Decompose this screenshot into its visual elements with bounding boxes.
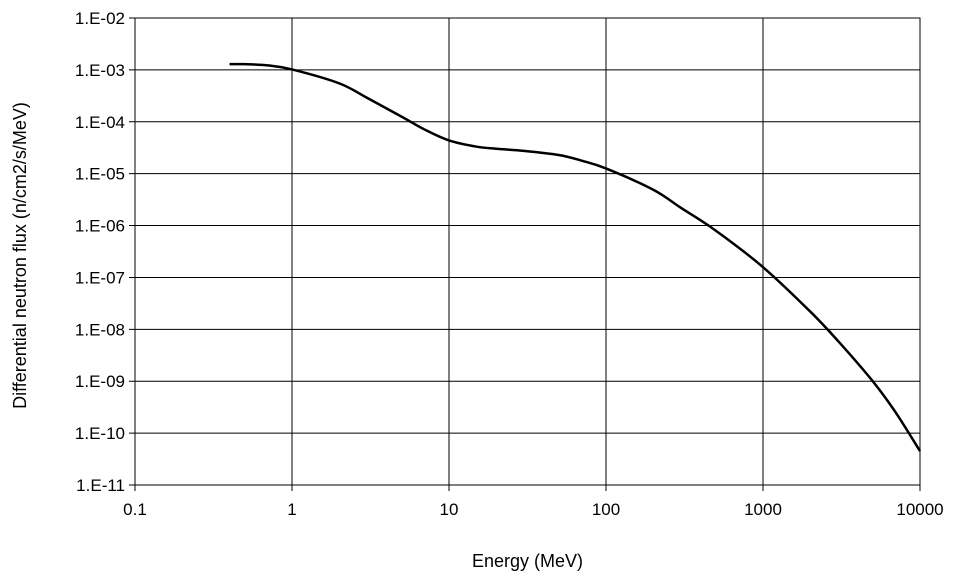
x-axis-tick-labels: 0.1 1 10 100 1000 10000 bbox=[123, 500, 943, 519]
x-tick-label: 1000 bbox=[744, 500, 782, 519]
y-axis-title: Differential neutron flux (n/cm2/s/MeV) bbox=[10, 102, 30, 409]
y-tick-label: 1.E-10 bbox=[75, 424, 125, 443]
x-tick-label: 10 bbox=[440, 500, 459, 519]
y-tick-label: 1.E-09 bbox=[75, 372, 125, 391]
plot-background bbox=[135, 18, 920, 485]
series-layer bbox=[229, 62, 922, 452]
y-tick-label: 1.E-06 bbox=[75, 217, 125, 236]
x-axis-title: Energy (MeV) bbox=[472, 551, 583, 571]
x-tick-label: 1 bbox=[287, 500, 296, 519]
plot-area bbox=[135, 18, 920, 485]
x-tick-label: 0.1 bbox=[123, 500, 147, 519]
x-tick-label: 10000 bbox=[896, 500, 943, 519]
x-tick-label: 100 bbox=[592, 500, 620, 519]
y-axis-tick-labels: 1.E-02 1.E-03 1.E-04 1.E-05 1.E-06 1.E-07 1.E-… bbox=[75, 9, 125, 495]
y-tick-label: 1.E-03 bbox=[75, 61, 125, 80]
y-tick-label: 1.E-07 bbox=[75, 268, 125, 287]
y-tick-label: 1.E-02 bbox=[75, 9, 125, 28]
series-line bbox=[229, 62, 922, 452]
y-tick-label: 1.E-08 bbox=[75, 320, 125, 339]
plot-frame bbox=[134, 17, 921, 486]
y-tick-label: 1.E-05 bbox=[75, 165, 125, 184]
y-tick-label: 1.E-11 bbox=[76, 476, 125, 495]
y-tick-label: 1.E-04 bbox=[75, 113, 125, 132]
